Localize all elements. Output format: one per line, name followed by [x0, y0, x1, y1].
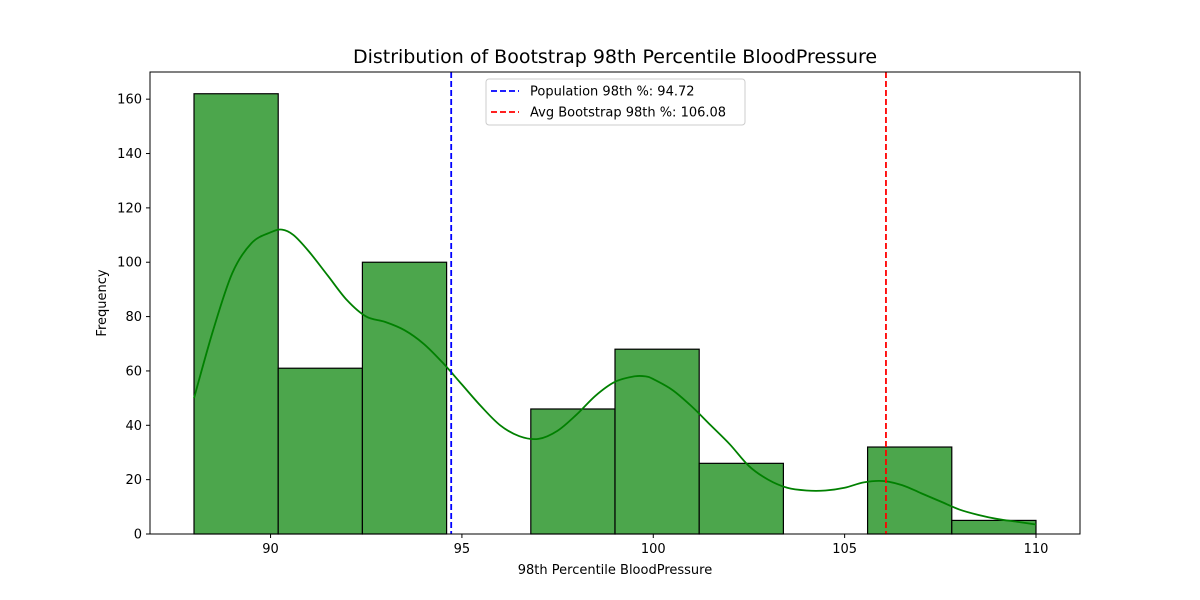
- legend-box: [485, 78, 746, 126]
- y-tick-label: 140: [117, 147, 142, 162]
- y-tick-label: 100: [117, 256, 142, 271]
- x-tick-label: 100: [641, 542, 666, 557]
- legend-entry-label: Population 98th %: 94.72: [530, 85, 695, 100]
- histogram-bar: [866, 446, 953, 535]
- x-tick-label: 110: [1024, 542, 1049, 557]
- histogram-bar: [530, 408, 616, 535]
- histogram-bar: [361, 261, 448, 535]
- x-tick-label: 95: [454, 542, 471, 557]
- axes-frame: [149, 71, 1081, 535]
- histogram-bar: [277, 367, 364, 535]
- y-tick-label: 60: [125, 364, 142, 379]
- y-tick-label: 20: [125, 473, 142, 488]
- y-tick-label: 160: [117, 93, 142, 108]
- legend: Population 98th %: 94.72 Avg Bootstrap 98…: [485, 78, 746, 126]
- y-tick-label: 120: [117, 201, 142, 216]
- histogram-bar: [698, 462, 784, 535]
- y-tick-label: 0: [134, 528, 142, 543]
- y-tick-label: 40: [125, 419, 142, 434]
- y-tick-label: 80: [125, 310, 142, 325]
- x-axis-label: 98th Percentile BloodPressure: [518, 563, 712, 578]
- x-tick-label: 90: [262, 542, 279, 557]
- kde-curve: [193, 228, 1037, 526]
- legend-entry-label: Avg Bootstrap 98th %: 106.08: [530, 106, 726, 121]
- plot-area: 90 95 100 105 110 0 20 40 60 80 100 120 140 160: [117, 71, 1081, 557]
- x-tick-label: 105: [832, 542, 857, 557]
- y-axis-label: Frequency: [95, 269, 110, 336]
- histogram-bar: [193, 93, 279, 535]
- chart-title: Distribution of Bootstrap 98th Percentil…: [353, 46, 877, 68]
